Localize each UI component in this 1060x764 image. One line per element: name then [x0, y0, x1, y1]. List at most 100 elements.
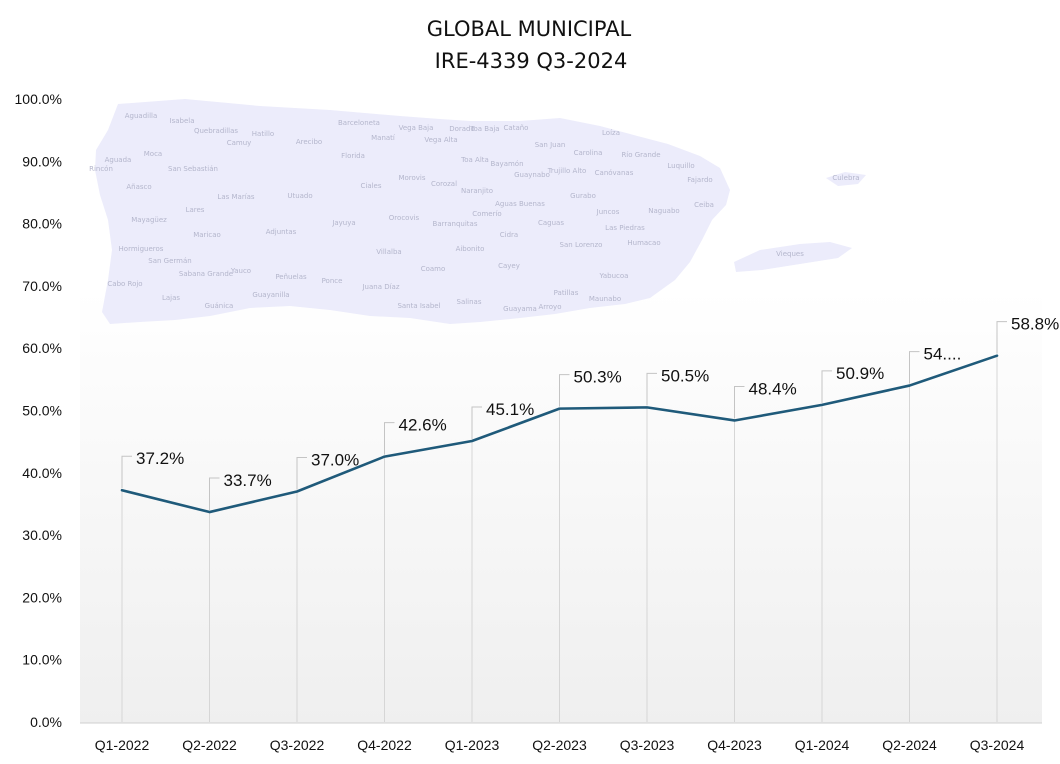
x-tick-label: Q1-2024: [795, 737, 850, 753]
municipality-label: Vieques: [776, 250, 804, 258]
municipality-label: Guayama: [503, 305, 537, 313]
municipality-label: Peñuelas: [275, 273, 307, 281]
municipality-label: Dorado: [449, 125, 475, 133]
data-label: 37.2%: [136, 449, 184, 468]
leader-line: [121, 455, 132, 489]
municipality-label: Juncos: [596, 208, 620, 216]
data-label: 54....: [924, 345, 962, 364]
municipality-label: Loíza: [602, 129, 620, 137]
x-tick-label: Q2-2024: [882, 737, 937, 753]
x-tick-label: Q2-2023: [532, 737, 587, 753]
leader-line: [559, 374, 570, 407]
municipality-label: Las Piedras: [605, 224, 645, 232]
x-tick-label: Q3-2023: [620, 737, 675, 753]
municipality-label: Culebra: [832, 174, 859, 182]
y-tick-label: 50.0%: [22, 403, 62, 419]
municipality-label: Comerío: [472, 210, 501, 218]
municipality-label: San Juan: [535, 141, 566, 149]
chart-title-line-1: GLOBAL MUNICIPAL: [427, 17, 632, 41]
municipality-label: Sabana Grande: [179, 270, 233, 278]
municipality-label: Arecibo: [296, 138, 322, 146]
x-tick-label: Q1-2022: [95, 737, 150, 753]
municipality-label: Barranquitas: [433, 220, 478, 228]
municipality-label: Las Marías: [217, 193, 255, 201]
municipality-label: Jayuya: [331, 219, 355, 227]
leader-line: [471, 406, 482, 440]
municipality-label: Camuy: [227, 139, 252, 147]
data-label: 42.6%: [399, 416, 447, 435]
municipality-label: San Lorenzo: [560, 241, 603, 249]
municipality-label: Humacao: [627, 239, 660, 247]
municipality-label: Cidra: [500, 231, 518, 239]
leader-line: [646, 372, 657, 406]
leader-line: [296, 456, 307, 490]
municipality-label: Lajas: [162, 294, 180, 302]
x-tick-label: Q4-2023: [707, 737, 762, 753]
main-island-shape: [95, 99, 730, 324]
leader-line: [209, 477, 220, 511]
municipality-label: Guánica: [205, 302, 234, 310]
municipality-label: Vega Alta: [424, 136, 457, 144]
municipality-label: Gurabo: [570, 192, 596, 200]
y-tick-label: 10.0%: [22, 652, 62, 668]
data-label: 48.4%: [749, 379, 797, 398]
series-line: [120, 354, 999, 514]
municipality-label: Arroyo: [539, 303, 562, 311]
drop-lines: [121, 355, 998, 722]
municipality-label: Rincón: [89, 165, 113, 173]
municipality-label: Cayey: [498, 262, 520, 270]
municipality-label: Juana Díaz: [361, 283, 399, 291]
data-label: 37.0%: [311, 450, 359, 469]
leader-line: [821, 370, 832, 403]
municipality-label: Cabo Rojo: [107, 280, 142, 288]
municipality-labels: Aguadilla Isabela Quebradillas HatilloCamuy…: [89, 112, 860, 313]
municipality-label: Santa Isabel: [397, 302, 440, 310]
municipality-label: Patillas: [554, 289, 579, 297]
municipality-label: Ciales: [360, 182, 381, 190]
municipality-label: Moca: [144, 150, 162, 158]
y-tick-label: 90.0%: [22, 153, 62, 169]
data-label: 50.9%: [836, 364, 884, 383]
municipality-label: Ponce: [322, 277, 343, 285]
municipality-label: Adjuntas: [266, 228, 297, 236]
municipality-label: Morovis: [398, 174, 425, 182]
municipality-label: Guaynabo: [514, 171, 550, 179]
municipality-label: Naranjito: [461, 187, 493, 195]
x-tick-label: Q2-2022: [182, 737, 237, 753]
municipality-label: Coamo: [421, 265, 446, 273]
municipality-label: Corozal: [431, 180, 457, 188]
municipality-label: Florida: [341, 152, 365, 160]
municipality-label: Utuado: [287, 192, 312, 200]
municipality-label: Luquillo: [667, 162, 694, 170]
municipality-label: Toa Alta: [460, 156, 489, 164]
municipality-label: Aguas Buenas: [495, 200, 545, 208]
municipality-label: Guayanilla: [252, 291, 289, 299]
municipality-label: Mayagüez: [131, 216, 167, 224]
y-tick-label: 20.0%: [22, 589, 62, 605]
municipality-label: Vega Baja: [399, 124, 434, 132]
municipality-label: Aguadilla: [125, 112, 158, 120]
municipality-label: San Sebastián: [168, 165, 218, 173]
plot-background: [80, 290, 1042, 723]
x-tick-label: Q3-2022: [270, 737, 325, 753]
municipality-label: Quebradillas: [194, 127, 238, 135]
municipality-label: Maunabo: [589, 295, 621, 303]
data-label: 58.8%: [1011, 315, 1059, 334]
municipality-label: Fajardo: [687, 176, 712, 184]
municipality-label: Villalba: [376, 248, 401, 256]
y-axis: 0.0% 10.0% 20.0% 30.0% 40.0% 50.0% 60.0% 70.0% 8…: [15, 91, 62, 730]
municipality-label: Canóvanas: [595, 169, 634, 177]
municipality-label: Cataño: [504, 124, 529, 132]
data-label: 45.1%: [486, 400, 534, 419]
municipality-label: Naguabo: [648, 207, 679, 215]
municipality-label: Toa Baja: [469, 125, 499, 133]
municipality-label: Hormigueros: [119, 245, 164, 253]
data-label: 33.7%: [224, 471, 272, 490]
vieques-shape: [734, 242, 852, 272]
municipality-label: Barceloneta: [338, 119, 380, 127]
data-label: 50.5%: [661, 366, 709, 385]
x-tick-label: Q3-2024: [970, 737, 1025, 753]
municipality-label: Isabela: [170, 117, 195, 125]
x-tick-label: Q4-2022: [357, 737, 412, 753]
